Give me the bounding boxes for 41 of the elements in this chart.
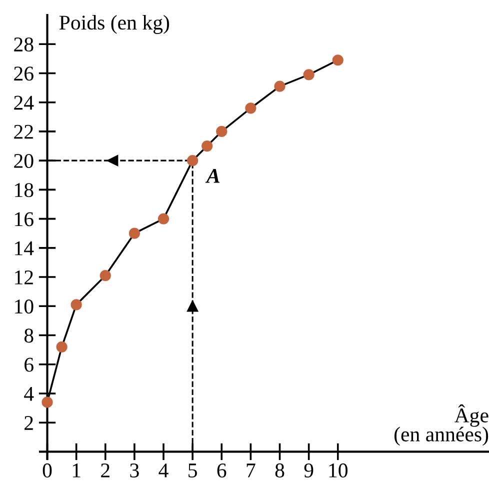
y-tick-label: 22 (14, 124, 33, 139)
point (332, 54, 344, 66)
point (42, 396, 53, 408)
x-tick-label: 0 (42, 463, 52, 478)
y-tick-label: 16 (15, 212, 34, 226)
x-tick-label: 3 (130, 463, 139, 478)
x-tick-label: 7 (246, 464, 256, 478)
point (303, 69, 314, 80)
y-tick-label: 26 (14, 66, 34, 81)
y-axis-title: Poids (en kg) (59, 15, 170, 34)
x-tick-label: 5 (188, 464, 197, 478)
x-tick-label: 2 (101, 463, 110, 478)
x-tick-label: 6 (217, 463, 226, 478)
y-tick-label: 4 (24, 387, 34, 401)
point (274, 80, 286, 92)
y-tick-label: 6 (24, 358, 34, 372)
point (245, 102, 256, 114)
annotation: A (205, 169, 220, 183)
point (128, 228, 140, 239)
x-tick-label: 9 (304, 463, 314, 478)
y-tick-label: 10 (15, 300, 34, 314)
y-tick-label: 14 (15, 241, 34, 256)
x-tick-label: 4 (158, 464, 168, 478)
y-tick-label: 8 (24, 328, 34, 343)
y-tick-label: 18 (15, 183, 34, 198)
y-tick-label: 24 (14, 96, 34, 110)
point (202, 140, 213, 152)
point (70, 299, 82, 310)
y-tick-label: 2 (24, 416, 33, 430)
x-tick-label: 1 (72, 464, 80, 478)
point (100, 270, 111, 282)
point (187, 155, 198, 166)
x-tick-label: 8 (275, 463, 284, 478)
x-axis-title: Âge (en années) (394, 404, 488, 446)
y-tick-label: 28 (14, 37, 34, 52)
x-tick-label: 10 (329, 463, 348, 478)
point (56, 341, 68, 352)
point (158, 213, 170, 224)
y-tick-label: 20 (14, 154, 34, 168)
point (216, 126, 228, 138)
y-tick-label: 12 (15, 270, 33, 284)
